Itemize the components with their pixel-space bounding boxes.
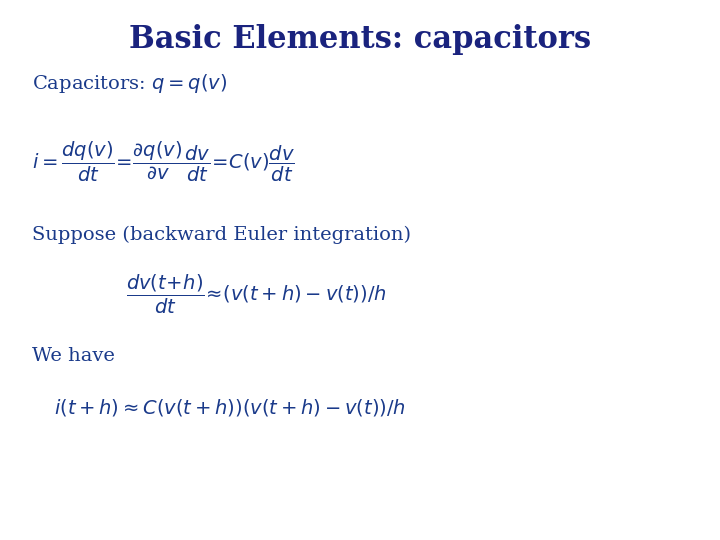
Text: $\dfrac{dv(t\!+\!h)}{dt}\!\approx\!(v(t+h)-v(t))/h$: $\dfrac{dv(t\!+\!h)}{dt}\!\approx\!(v(t+… bbox=[126, 273, 387, 316]
Text: Basic Elements: capacitors: Basic Elements: capacitors bbox=[129, 24, 591, 55]
Text: $i = \dfrac{dq(v)}{dt}\!=\!\dfrac{\partial q(v)}{\partial v}\dfrac{dv}{dt}\!=\!C: $i = \dfrac{dq(v)}{dt}\!=\!\dfrac{\parti… bbox=[32, 140, 295, 184]
Text: We have: We have bbox=[32, 347, 115, 366]
Text: Capacitors: $q = q(v)$: Capacitors: $q = q(v)$ bbox=[32, 72, 228, 95]
Text: Suppose (backward Euler integration): Suppose (backward Euler integration) bbox=[32, 226, 411, 244]
Text: $i(t+h)\approx C(v(t+h))(v(t+h)-v(t))/h$: $i(t+h)\approx C(v(t+h))(v(t+h)-v(t))/h$ bbox=[54, 397, 406, 418]
